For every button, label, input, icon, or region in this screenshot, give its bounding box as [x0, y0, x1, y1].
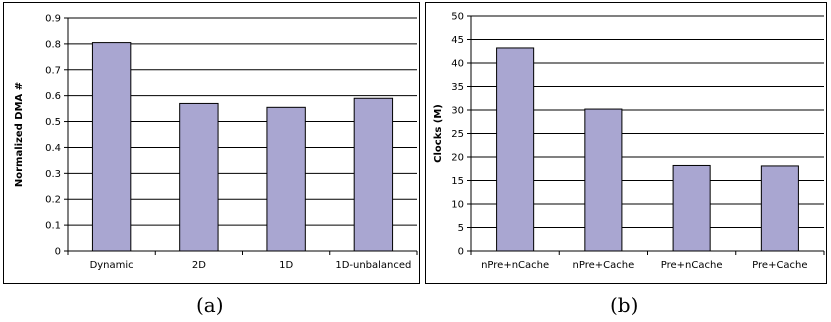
- x-tick-label: 2D: [192, 260, 206, 271]
- y-tick-label: 15: [451, 176, 464, 187]
- bar: [179, 102, 219, 252]
- bar: [760, 165, 799, 252]
- y-tick-label: 25: [451, 129, 464, 140]
- y-tick-label: 30: [451, 106, 464, 117]
- bar: [353, 97, 394, 252]
- y-tick-label: 0.3: [45, 169, 61, 180]
- x-tick-label: 1D-unbalanced: [335, 260, 411, 271]
- chart-panel-b: 0 5 10 15 20 25 30 35 40 45 50 nPre+nCache nPre+Cach…: [425, 2, 827, 284]
- x-tick-label: Pre+Cache: [752, 260, 807, 271]
- bar: [584, 108, 623, 252]
- caption-a: (a): [196, 293, 224, 317]
- chart-panel-a: 0 0.1 0.2 0.3 0.4 0.5 0.6 0.7 0.8 0.9 Dynamic 2D 1D 1…: [3, 2, 420, 284]
- y-tick-label: 35: [451, 82, 464, 93]
- y-tick-label: 45: [451, 35, 464, 46]
- bar: [91, 42, 132, 252]
- y-tick-label: 50: [451, 12, 464, 23]
- y-tick-label: 0.7: [45, 65, 61, 76]
- x-tick-label: 1D: [279, 260, 293, 271]
- bar: [496, 47, 535, 252]
- x-tick-label: Pre+nCache: [661, 260, 723, 271]
- y-tick-label: 0.4: [45, 143, 61, 154]
- y-tick-label: 5: [458, 223, 464, 234]
- y-tick-label: 0.8: [45, 39, 61, 50]
- y-axis-title: Normalized DMA #: [14, 82, 25, 187]
- bar: [672, 164, 711, 252]
- y-tick-label: 0: [458, 247, 464, 258]
- y-tick-label: 0.6: [45, 91, 61, 102]
- x-tick-label: nPre+nCache: [481, 260, 549, 271]
- chart-b-svg: 0 5 10 15 20 25 30 35 40 45 50 nPre+nCache nPre+Cach…: [433, 12, 825, 271]
- y-tick-label: 0.1: [45, 221, 61, 232]
- y-axis-title: Clocks (M): [433, 104, 444, 163]
- caption-b: (b): [610, 293, 639, 317]
- x-tick-label: nPre+Cache: [573, 260, 635, 271]
- y-tick-label: 0.2: [45, 195, 61, 206]
- y-tick-label: 0: [55, 247, 61, 258]
- chart-a-svg: 0 0.1 0.2 0.3 0.4 0.5 0.6 0.7 0.8 0.9 Dynamic 2D 1D 1…: [14, 14, 418, 271]
- y-tick-label: 20: [451, 153, 464, 164]
- y-tick-label: 40: [451, 59, 464, 70]
- y-tick-label: 0.9: [45, 14, 61, 25]
- bar: [266, 106, 306, 252]
- y-tick-label: 0.5: [45, 117, 61, 128]
- y-tick-label: 10: [451, 200, 464, 211]
- x-tick-label: Dynamic: [90, 260, 134, 271]
